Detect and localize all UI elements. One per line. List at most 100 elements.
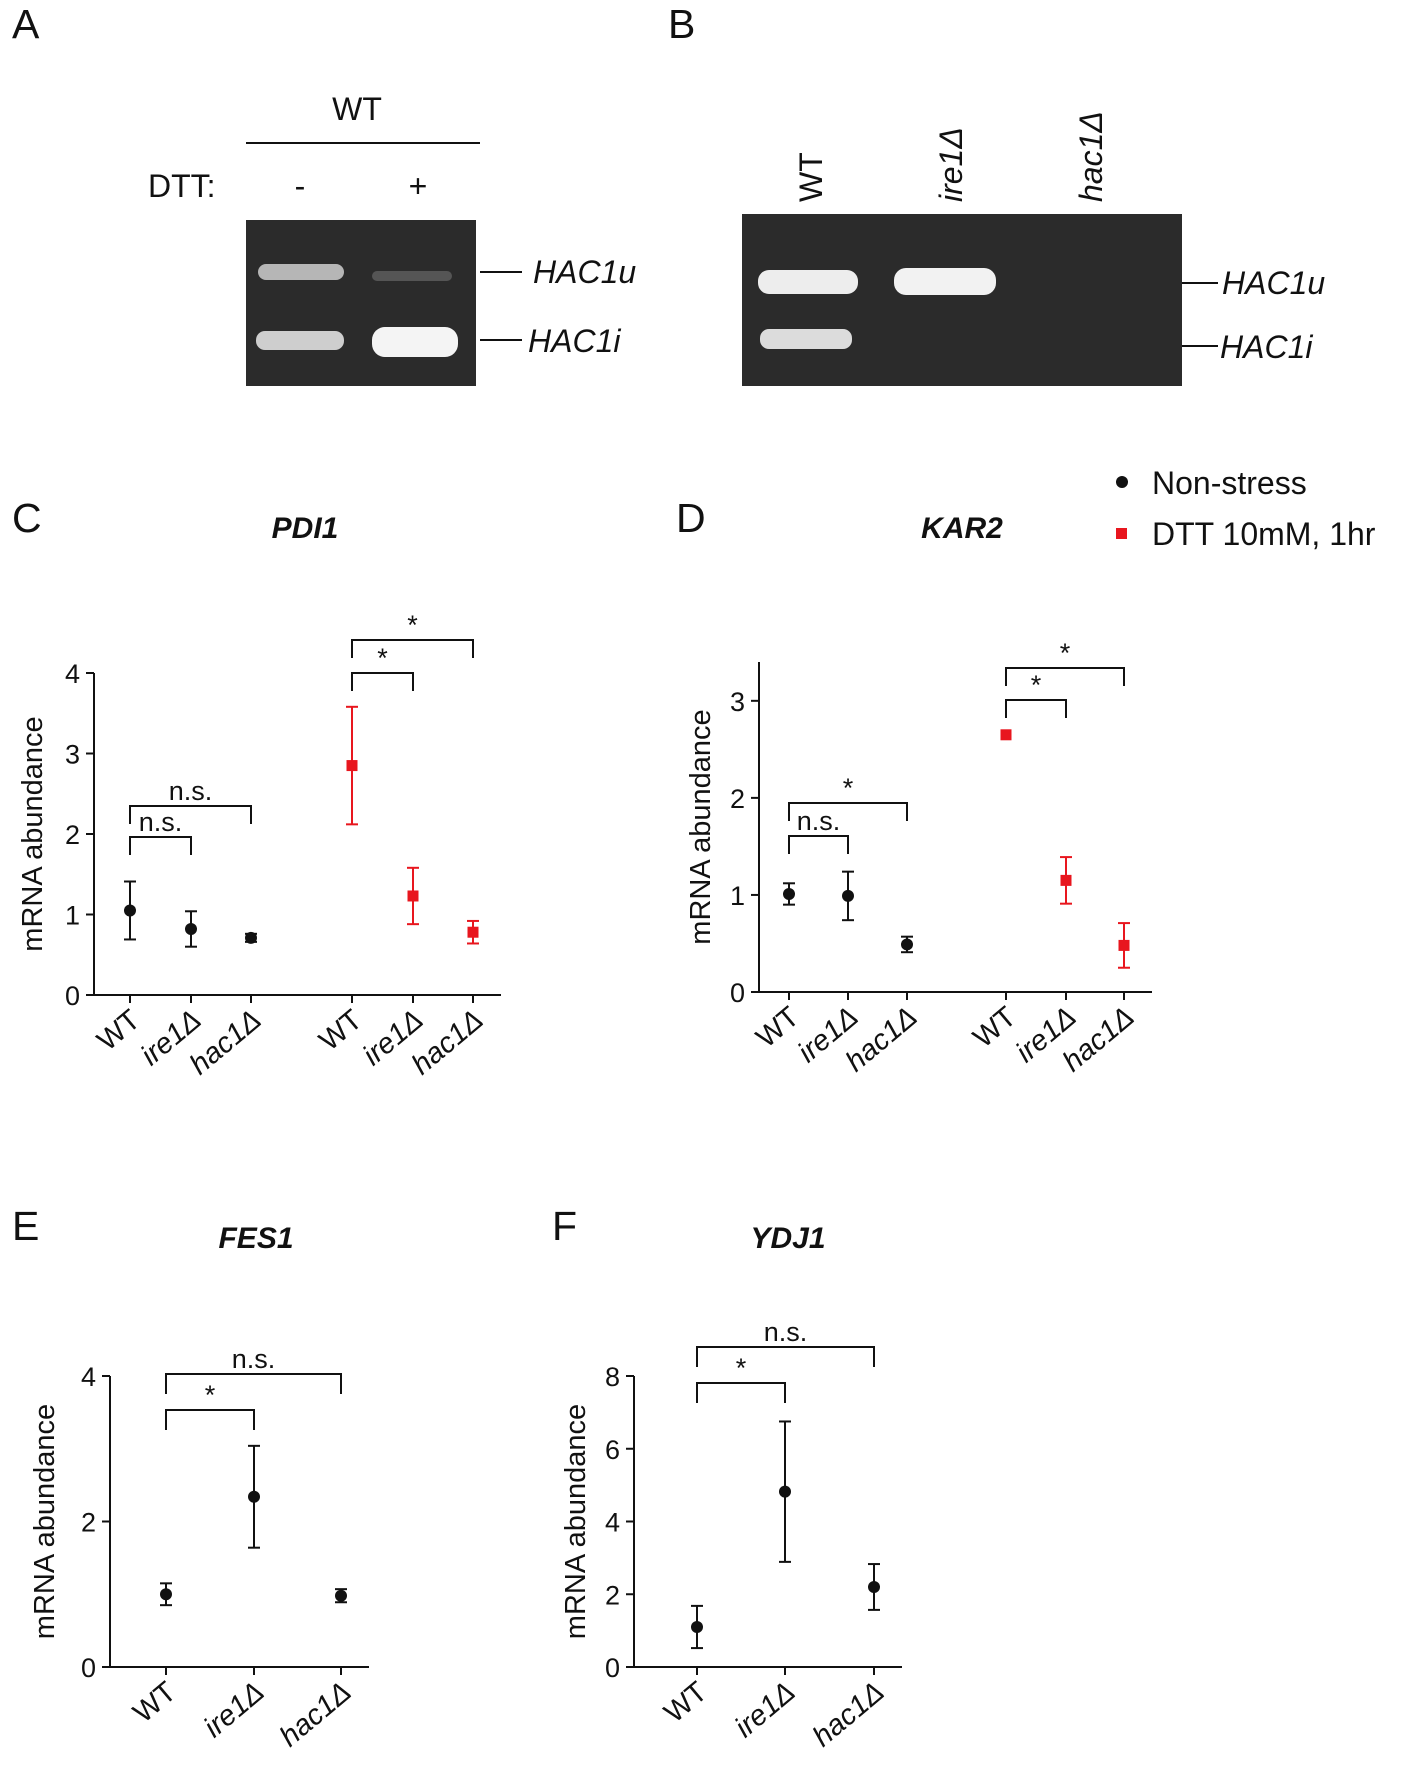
legend: Non-stress DTT 10mM, 1hr — [1116, 465, 1376, 552]
legend-label-dtt: DTT 10mM, 1hr — [1152, 516, 1376, 552]
chart-e-category-label: WT — [127, 1676, 182, 1730]
chart-d-point — [1000, 729, 1012, 741]
chart-f-title: YDJ1 — [750, 1222, 825, 1255]
chart-f-category-label: ire1Δ — [729, 1676, 802, 1744]
chart-c-ytick-label: 0 — [65, 981, 80, 1011]
gel-a-lane-minus: - — [295, 168, 306, 204]
chart-d-point — [901, 938, 913, 951]
gel-b-hac1u-label: HAC1u — [1222, 265, 1325, 301]
chart-e-ylabel: mRNA abundance — [29, 1404, 61, 1639]
chart-d-significance-label: * — [1031, 670, 1042, 700]
chart-f-point — [868, 1580, 880, 1593]
gel-a-lane-plus: + — [409, 168, 428, 204]
gel-b-band-wt-hac1u — [758, 270, 858, 294]
chart-d-point — [1118, 939, 1130, 951]
gel-b-band-wt-hac1i — [760, 329, 852, 349]
panel-letter-e: E — [12, 1203, 39, 1249]
gel-b-band-ire1-hac1u — [894, 268, 996, 295]
gel-a-dtt-label: DTT: — [148, 168, 216, 204]
chart-c-ytick-label: 4 — [65, 659, 80, 689]
chart-f-ytick-label: 6 — [605, 1435, 620, 1465]
chart-d-significance-bracket — [788, 802, 908, 821]
chart-d-title: KAR2 — [921, 512, 1003, 545]
chart-e-point — [248, 1490, 260, 1503]
gel-b-lane-ire1: ire1Δ — [933, 127, 969, 202]
chart-e-significance-label: * — [205, 1380, 216, 1410]
chart-e-ytick-label: 4 — [81, 1362, 96, 1392]
legend-label-non-stress: Non-stress — [1152, 465, 1307, 501]
chart-d-significance-bracket — [788, 835, 849, 854]
chart-c-point — [245, 931, 257, 944]
panel-b: B WT ire1Δ hac1Δ HAC1u HAC1i — [668, 1, 1325, 386]
chart-f-significance-bracket — [696, 1346, 875, 1367]
gel-a-hac1u-label: HAC1u — [533, 254, 636, 290]
chart-f-ylabel: mRNA abundance — [560, 1404, 592, 1639]
chart-c-significance-label: n.s. — [139, 807, 183, 837]
gel-a-band-hac1i-plus — [372, 327, 458, 357]
chart-c-significance-bracket — [129, 805, 252, 824]
chart-fes1: FES1 mRNA abundance 0 2 4 WT ire1Δ hac1Δ * n.s. — [29, 1222, 369, 1753]
chart-f-point — [779, 1485, 791, 1498]
chart-e-category-label: hac1Δ — [274, 1676, 358, 1753]
chart-c-point — [346, 760, 358, 772]
chart-c-ytick-label: 2 — [65, 820, 80, 850]
chart-d-significance-label: * — [1060, 638, 1071, 668]
panel-letter-b: B — [668, 1, 695, 47]
chart-d-ytick-label: 0 — [730, 978, 745, 1008]
chart-e-ytick-label: 0 — [81, 1653, 96, 1683]
chart-c-significance-bracket — [351, 639, 474, 658]
chart-d-ytick-label: 1 — [730, 881, 745, 911]
chart-d-ylabel: mRNA abundance — [685, 709, 717, 944]
chart-e-category-label: ire1Δ — [198, 1676, 271, 1744]
gel-a-band-hac1i-minus — [256, 331, 344, 350]
chart-e-point — [335, 1589, 347, 1602]
gel-a-band-hac1u-minus — [258, 264, 344, 280]
chart-c-significance-label: * — [377, 643, 388, 673]
chart-d-significance-label: n.s. — [797, 806, 841, 836]
chart-c-significance-bracket — [129, 836, 192, 855]
chart-c-point — [124, 904, 136, 917]
chart-d-significance-bracket — [1005, 699, 1067, 718]
panel-letter-c: C — [12, 495, 42, 541]
gel-a-hac1i-label: HAC1i — [528, 323, 621, 359]
gel-a-image — [246, 220, 476, 386]
gel-a-band-hac1u-plus — [372, 271, 452, 281]
panel-letter-f: F — [552, 1203, 577, 1249]
chart-d-ytick-label: 3 — [730, 687, 745, 717]
chart-e-significance-label: n.s. — [232, 1344, 276, 1374]
chart-d-significance-label: * — [843, 773, 854, 803]
chart-d-point — [842, 889, 854, 902]
chart-c-ytick-label: 3 — [65, 740, 80, 770]
chart-e-title: FES1 — [218, 1222, 293, 1255]
chart-e-significance-bracket — [165, 1409, 255, 1430]
chart-f-ytick-label: 8 — [605, 1362, 620, 1392]
chart-c-title: PDI1 — [272, 512, 339, 545]
chart-e-ytick-label: 2 — [81, 1508, 96, 1538]
chart-f-category-label: WT — [658, 1676, 713, 1730]
chart-f-category-label: hac1Δ — [807, 1676, 891, 1753]
chart-f-point — [691, 1620, 703, 1633]
chart-c-point — [185, 922, 197, 935]
gel-b-hac1i-label: HAC1i — [1220, 329, 1313, 365]
chart-c-ylabel: mRNA abundance — [17, 716, 49, 951]
chart-f-ytick-label: 0 — [605, 1653, 620, 1683]
panel-letter-a: A — [12, 1, 40, 47]
chart-c-significance-label: n.s. — [169, 776, 213, 806]
legend-marker-dtt — [1116, 528, 1127, 539]
chart-e-significance-bracket — [165, 1373, 342, 1394]
chart-d-point — [783, 887, 795, 900]
gel-b-image — [742, 214, 1182, 386]
chart-f-ytick-label: 2 — [605, 1580, 620, 1610]
panel-letter-d: D — [676, 495, 706, 541]
chart-d-ytick-label: 2 — [730, 784, 745, 814]
chart-c-significance-bracket — [351, 672, 414, 691]
gel-b-lane-wt: WT — [793, 152, 829, 202]
gel-a-strain-label: WT — [332, 91, 382, 127]
chart-c-point — [467, 926, 479, 938]
chart-f-significance-label: n.s. — [764, 1317, 808, 1347]
gel-b-lane-hac1: hac1Δ — [1073, 111, 1109, 202]
chart-c-ytick-label: 1 — [65, 901, 80, 931]
